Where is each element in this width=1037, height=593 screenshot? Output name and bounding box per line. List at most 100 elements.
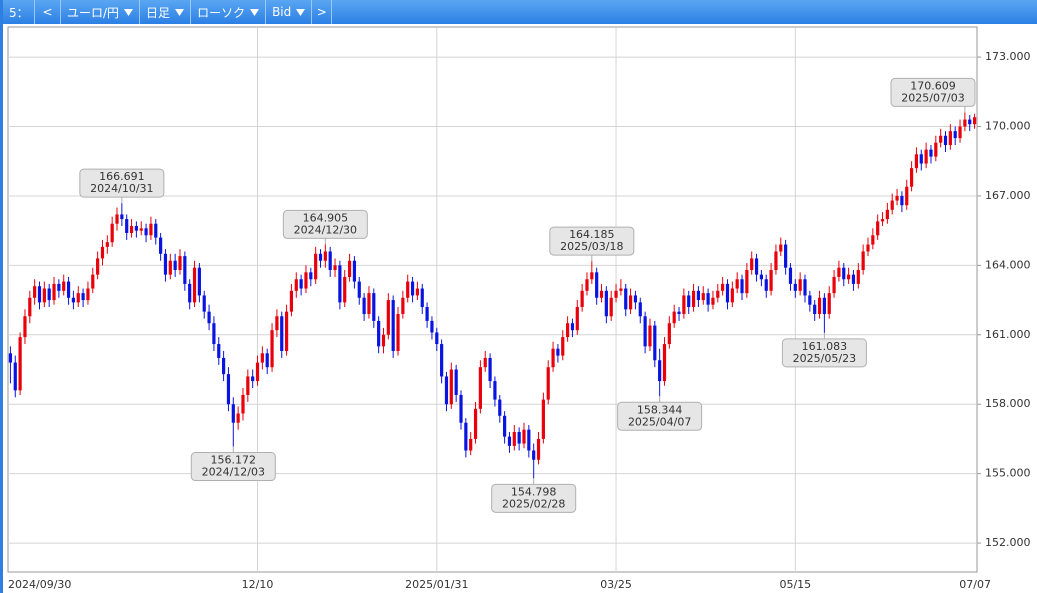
candle-body bbox=[813, 304, 817, 314]
candle-body bbox=[730, 288, 734, 303]
x-tick-label: 12/10 bbox=[242, 578, 274, 591]
candle-body bbox=[386, 300, 390, 335]
candle-body bbox=[71, 297, 76, 303]
candle-body bbox=[314, 253, 318, 280]
prev-button[interactable]: < bbox=[35, 0, 61, 24]
candle-body bbox=[425, 307, 429, 321]
candle-body bbox=[449, 369, 453, 405]
candle-body bbox=[784, 244, 788, 268]
annotation-box bbox=[781, 338, 867, 368]
candle-body bbox=[682, 295, 686, 314]
annotation-date: 2025/04/07 bbox=[628, 415, 691, 428]
annotation-box bbox=[890, 77, 976, 107]
candle-body bbox=[217, 344, 221, 358]
chart: 152.000 155.000 158.000 161.000 164.000 167.0… bbox=[7, 26, 1031, 591]
y-tick-label: 164.000 bbox=[985, 258, 1031, 271]
y-tick-label: 173.000 bbox=[985, 50, 1031, 63]
candle-body bbox=[876, 221, 880, 236]
annotation-value: 161.083 bbox=[802, 340, 848, 353]
annotation-value: 164.905 bbox=[303, 211, 349, 224]
candle-body bbox=[251, 376, 255, 382]
candle-body bbox=[847, 274, 851, 280]
candle-body bbox=[798, 279, 802, 291]
candle-body bbox=[81, 293, 85, 301]
annotation-date: 2024/10/31 bbox=[90, 182, 153, 195]
candle-body bbox=[47, 288, 51, 301]
candle-body bbox=[880, 219, 885, 222]
candle-body bbox=[444, 376, 449, 405]
candle-body bbox=[464, 422, 468, 451]
candle-body bbox=[827, 293, 831, 314]
candle-body bbox=[551, 348, 555, 368]
currency-dropdown[interactable]: ユーロ/円 bbox=[61, 0, 141, 24]
y-tick-label: 152.000 bbox=[985, 536, 1031, 549]
candle-body bbox=[643, 316, 647, 347]
annotation-box bbox=[79, 168, 165, 198]
candle-body bbox=[488, 357, 492, 382]
price-label: Bid bbox=[272, 5, 292, 19]
candle-body bbox=[653, 325, 657, 361]
candle-body bbox=[498, 399, 502, 416]
candle-body bbox=[861, 251, 865, 270]
candle-body bbox=[614, 290, 618, 298]
candle-body bbox=[483, 357, 487, 368]
candle-body bbox=[716, 290, 720, 298]
candle-body bbox=[33, 286, 37, 298]
candle-body bbox=[536, 438, 541, 460]
candle-body bbox=[914, 154, 919, 169]
candle-body bbox=[788, 267, 793, 284]
price-dropdown[interactable]: Bid bbox=[266, 0, 313, 24]
next-button[interactable]: > bbox=[312, 0, 333, 24]
candle-body bbox=[289, 290, 294, 312]
candle-body bbox=[958, 126, 962, 139]
candle-body bbox=[624, 288, 628, 310]
candle-body bbox=[662, 344, 667, 382]
candle-body bbox=[154, 223, 158, 238]
candle-body bbox=[66, 281, 71, 298]
candle-body bbox=[648, 325, 652, 347]
currency-label: ユーロ/円 bbox=[67, 5, 120, 20]
candle-body bbox=[96, 258, 100, 275]
chart-number: 5： bbox=[3, 0, 35, 24]
candle-body bbox=[561, 337, 565, 356]
candle-body bbox=[163, 253, 168, 275]
candle-body bbox=[222, 357, 226, 375]
candle-body bbox=[687, 295, 691, 308]
plot-area bbox=[7, 26, 978, 573]
candle-body bbox=[832, 276, 836, 294]
candle-body bbox=[939, 135, 943, 143]
candle-body bbox=[745, 269, 749, 294]
candle-body bbox=[953, 131, 957, 139]
candle-body bbox=[822, 297, 826, 314]
candle-body bbox=[595, 272, 599, 298]
candle-body bbox=[367, 293, 371, 314]
candle-body bbox=[401, 297, 405, 314]
candle-body bbox=[188, 283, 192, 303]
candle-body bbox=[740, 279, 744, 294]
candle-body bbox=[309, 272, 313, 280]
candle-body bbox=[440, 344, 444, 377]
candle-body bbox=[895, 195, 899, 201]
chart-type-label: ローソク bbox=[197, 5, 246, 20]
chart-type-dropdown[interactable]: ローソク bbox=[191, 0, 267, 24]
candle-body bbox=[546, 367, 550, 400]
candle-body bbox=[406, 281, 410, 298]
candle-body bbox=[696, 290, 701, 301]
annotation-box bbox=[282, 209, 368, 239]
annotation-box bbox=[491, 483, 577, 513]
y-tick-label: 161.000 bbox=[985, 328, 1031, 341]
candle-body bbox=[362, 297, 366, 314]
candle-body bbox=[890, 200, 894, 210]
candle-body bbox=[968, 119, 972, 125]
candle-body bbox=[706, 293, 710, 305]
annotation-value: 154.798 bbox=[511, 485, 557, 498]
period-dropdown[interactable]: 日足 bbox=[140, 0, 192, 24]
candle-body bbox=[522, 429, 526, 444]
candle-body bbox=[115, 214, 119, 224]
candle-body bbox=[604, 290, 608, 317]
candle-body bbox=[866, 244, 870, 252]
